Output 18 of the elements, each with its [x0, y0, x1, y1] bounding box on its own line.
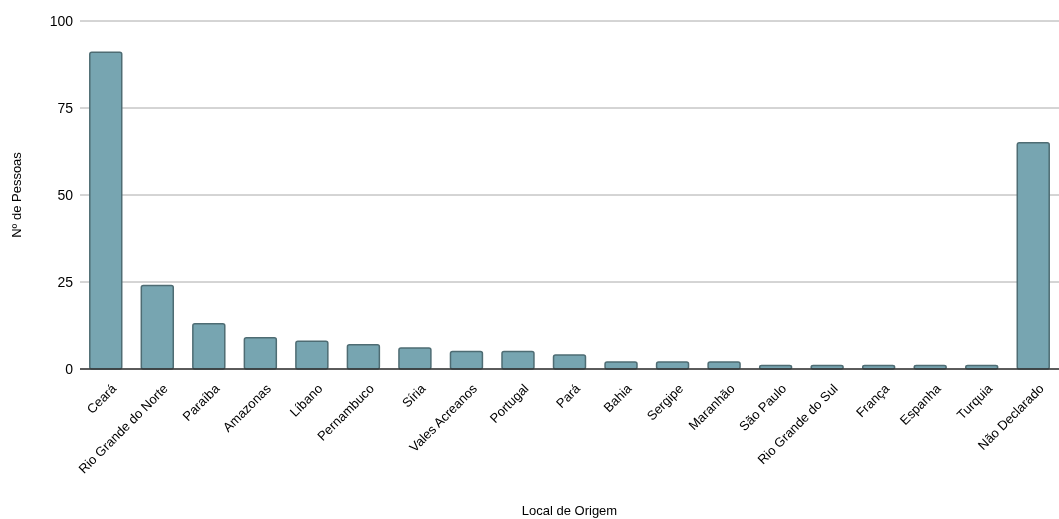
bar [140, 284, 175, 370]
bar [243, 336, 278, 370]
y-tick-label: 25 [57, 273, 74, 290]
y-tick-label: 75 [57, 99, 74, 116]
bar [398, 347, 432, 370]
bar [552, 354, 587, 370]
bar [501, 350, 535, 370]
y-axis-title: Nº de Pessoas [9, 151, 24, 238]
bar [346, 343, 381, 370]
x-tick-label: Síria [398, 380, 430, 411]
y-tick-label: 100 [49, 12, 74, 29]
bar [295, 340, 329, 370]
bar [192, 323, 226, 370]
x-axis-title: Local de Origem [521, 503, 618, 518]
y-tick-label: 0 [65, 360, 74, 377]
bar [89, 51, 123, 370]
bar [1016, 142, 1050, 370]
y-tick-label: 50 [57, 186, 74, 203]
